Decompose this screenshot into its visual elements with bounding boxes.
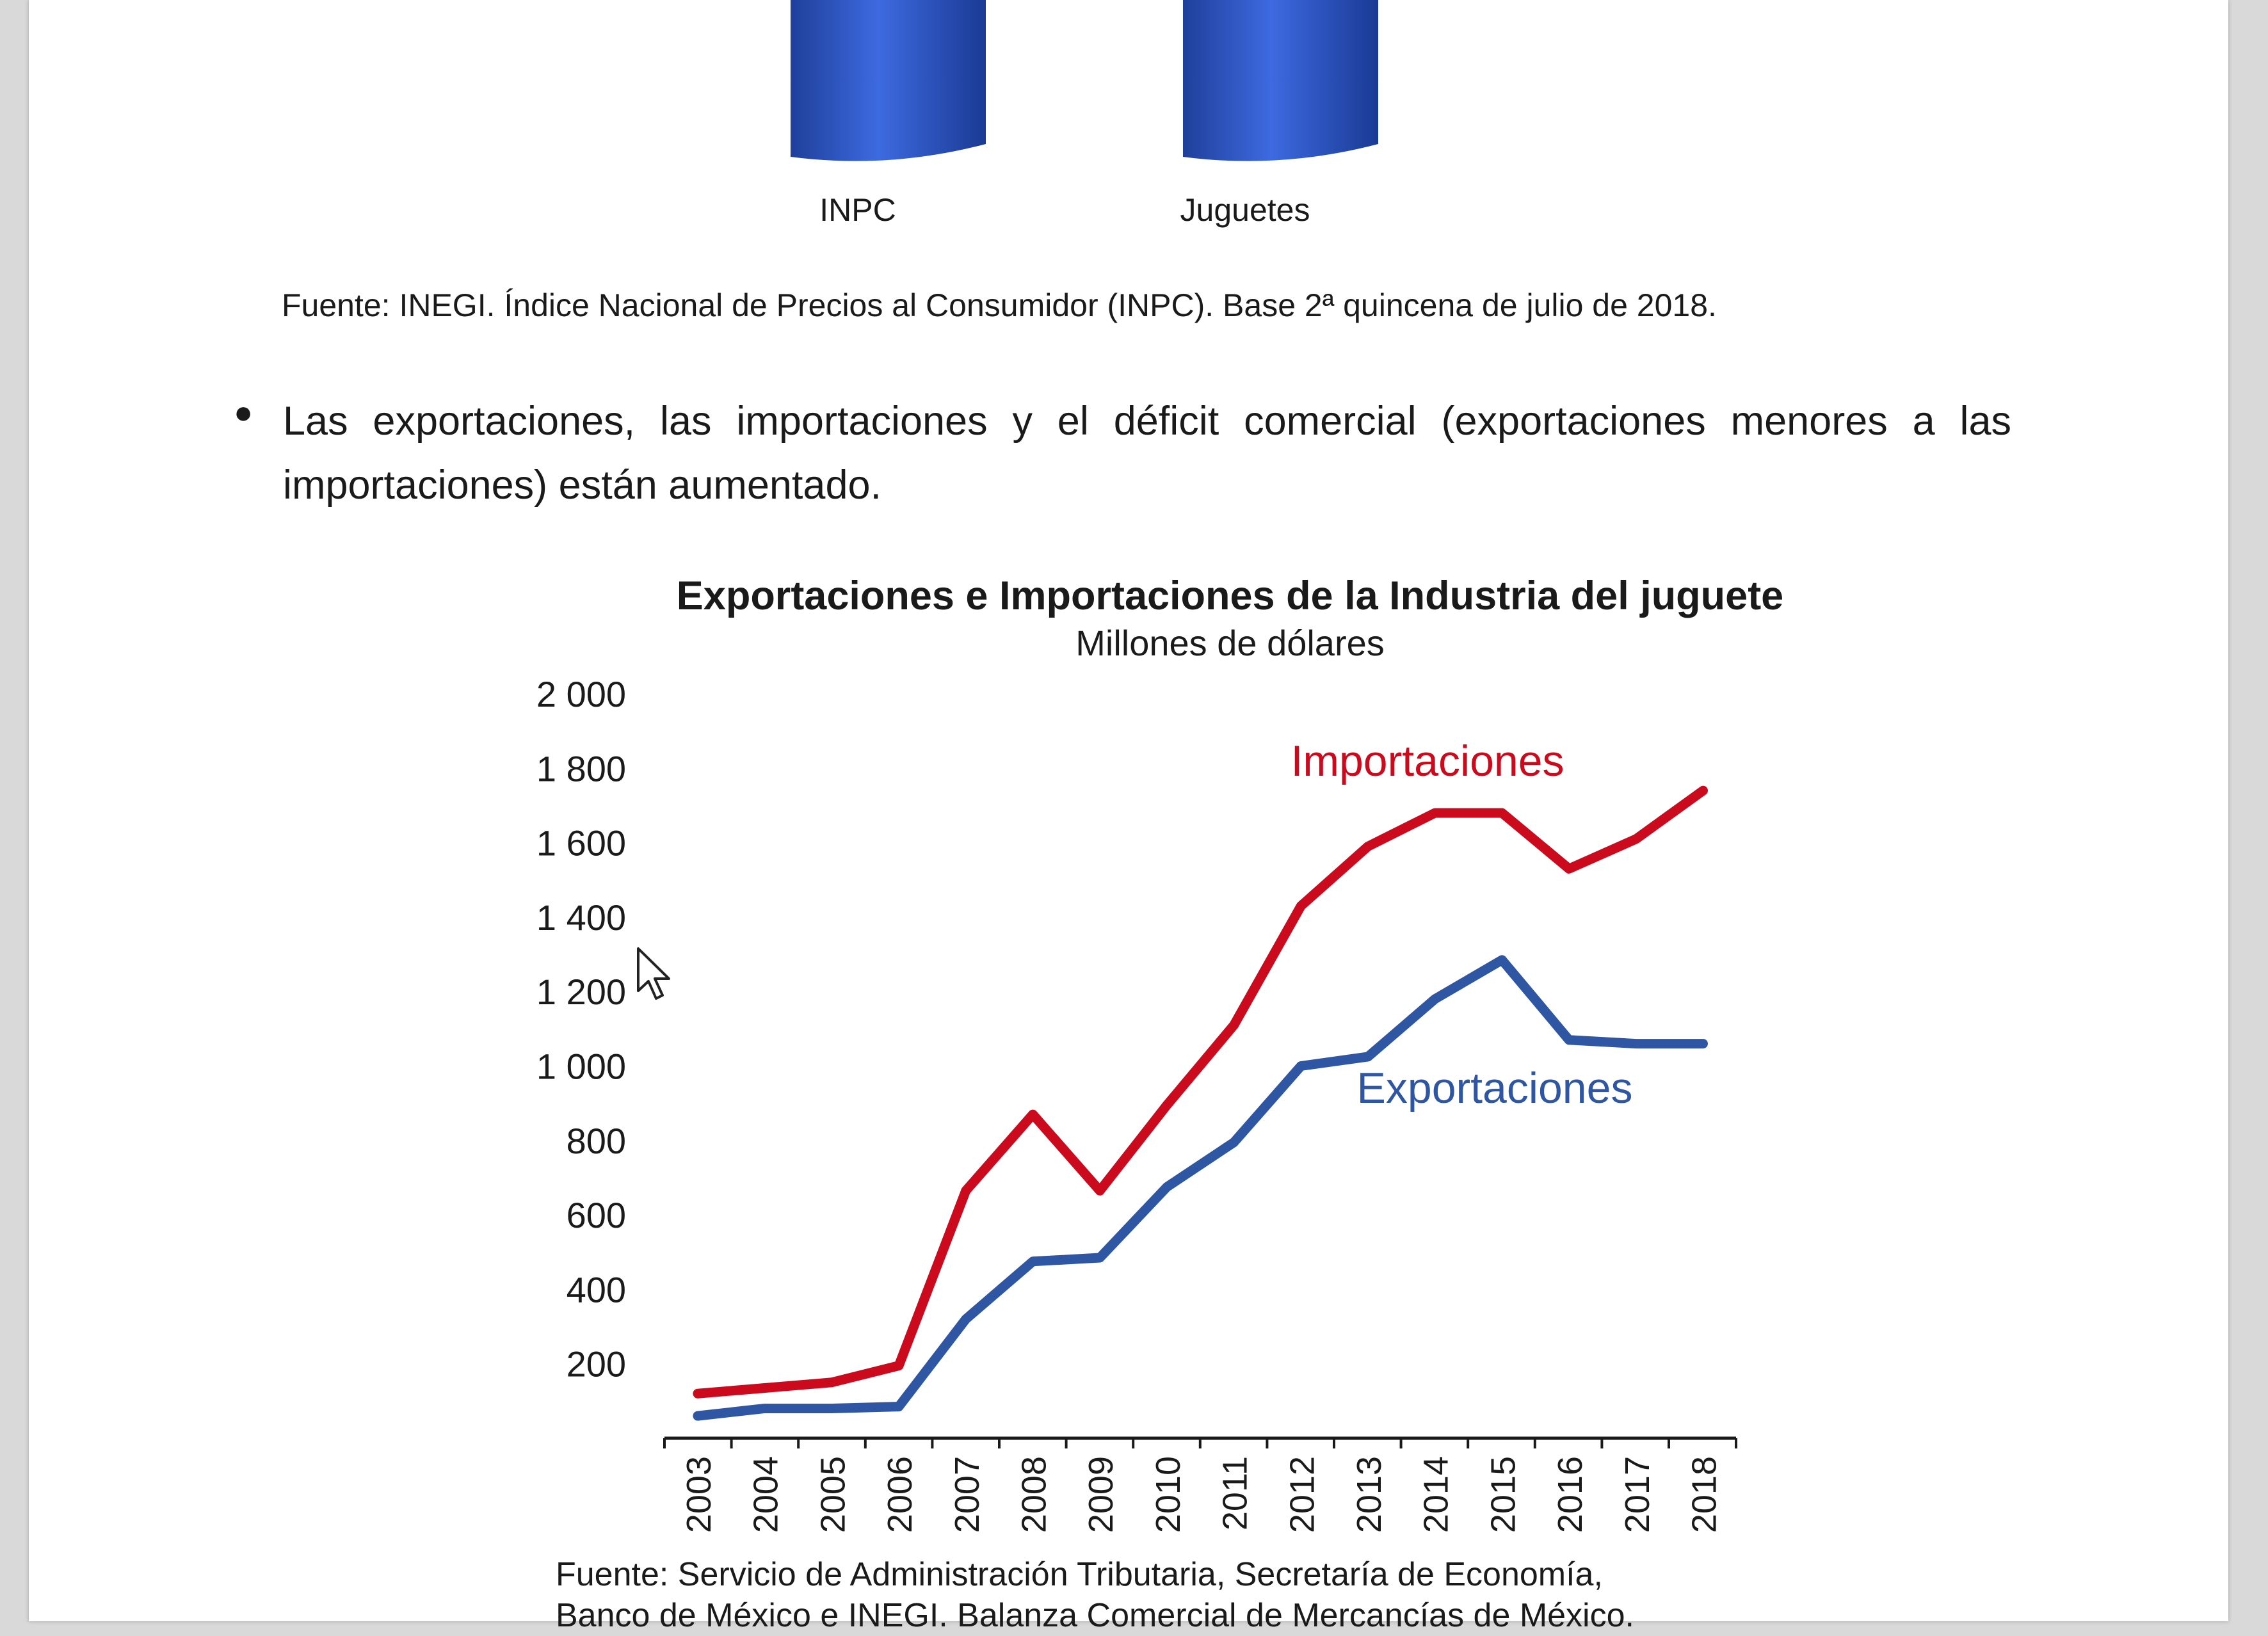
bar-chart-top: INPC Juguetes	[791, 0, 1378, 228]
series-line-exportaciones	[693, 955, 1708, 1421]
series-label-importaciones: Importaciones	[1291, 737, 1564, 785]
y-tick-label: 1 200	[536, 972, 626, 1012]
source-note-inpc: Fuente: INEGI. Índice Nacional de Precio…	[282, 287, 1717, 323]
source-note-trade: Fuente: Servicio de Administración Tribu…	[556, 1554, 1634, 1636]
x-tick-label: 2006	[881, 1456, 919, 1533]
mouse-cursor-icon	[637, 947, 670, 1000]
y-tick-label: 400	[567, 1269, 626, 1310]
x-tick-label: 2009	[1082, 1456, 1120, 1533]
bullet-icon: ●	[234, 394, 253, 430]
x-tick-label: 2014	[1417, 1456, 1456, 1533]
y-tick-label: 1 800	[536, 748, 626, 789]
source-note-line-2: Banco de México e INEGI. Balanza Comerci…	[556, 1597, 1634, 1634]
x-tick-label: 2007	[948, 1456, 986, 1533]
x-tick-label: 2004	[747, 1456, 785, 1533]
x-tick-label: 2016	[1551, 1456, 1589, 1533]
series-line-importaciones	[693, 785, 1708, 1399]
x-tick-label: 2018	[1685, 1456, 1724, 1533]
bullet-paragraph: Las exportaciones, las importaciones y e…	[283, 399, 2011, 508]
x-tick-label: 2003	[680, 1456, 718, 1533]
x-tick-label: 2010	[1149, 1456, 1187, 1533]
x-tick-label: 2008	[1015, 1456, 1054, 1533]
x-tick-label: 2011	[1216, 1456, 1255, 1530]
chart-subtitle: Millones de dólares	[1075, 623, 1385, 663]
x-tick-label: 2015	[1484, 1456, 1522, 1533]
y-tick-label: 2 000	[536, 674, 626, 714]
y-tick-label: 200	[567, 1344, 626, 1384]
bar-inpc	[791, 0, 986, 161]
y-tick-label: 1 400	[536, 897, 626, 938]
bar-label-juguetes: Juguetes	[1180, 192, 1310, 228]
x-tick-label: 2013	[1350, 1456, 1388, 1533]
x-tick-label: 2017	[1618, 1456, 1657, 1533]
bar-juguetes	[1183, 0, 1378, 161]
y-tick-label: 1 600	[536, 823, 626, 863]
bar-label-inpc: INPC	[819, 192, 896, 228]
source-note-line-1: Fuente: Servicio de Administración Tribu…	[556, 1556, 1603, 1593]
document-page	[29, 0, 2228, 1621]
series-label-exportaciones: Exportaciones	[1357, 1064, 1633, 1112]
y-tick-label: 600	[567, 1195, 626, 1235]
x-tick-label: 2012	[1283, 1456, 1321, 1533]
x-tick-label: 2005	[814, 1456, 852, 1533]
chart-title: Exportaciones e Importaciones de la Indu…	[676, 573, 1784, 618]
y-tick-label: 1 000	[536, 1047, 626, 1087]
y-tick-label: 800	[567, 1121, 626, 1161]
